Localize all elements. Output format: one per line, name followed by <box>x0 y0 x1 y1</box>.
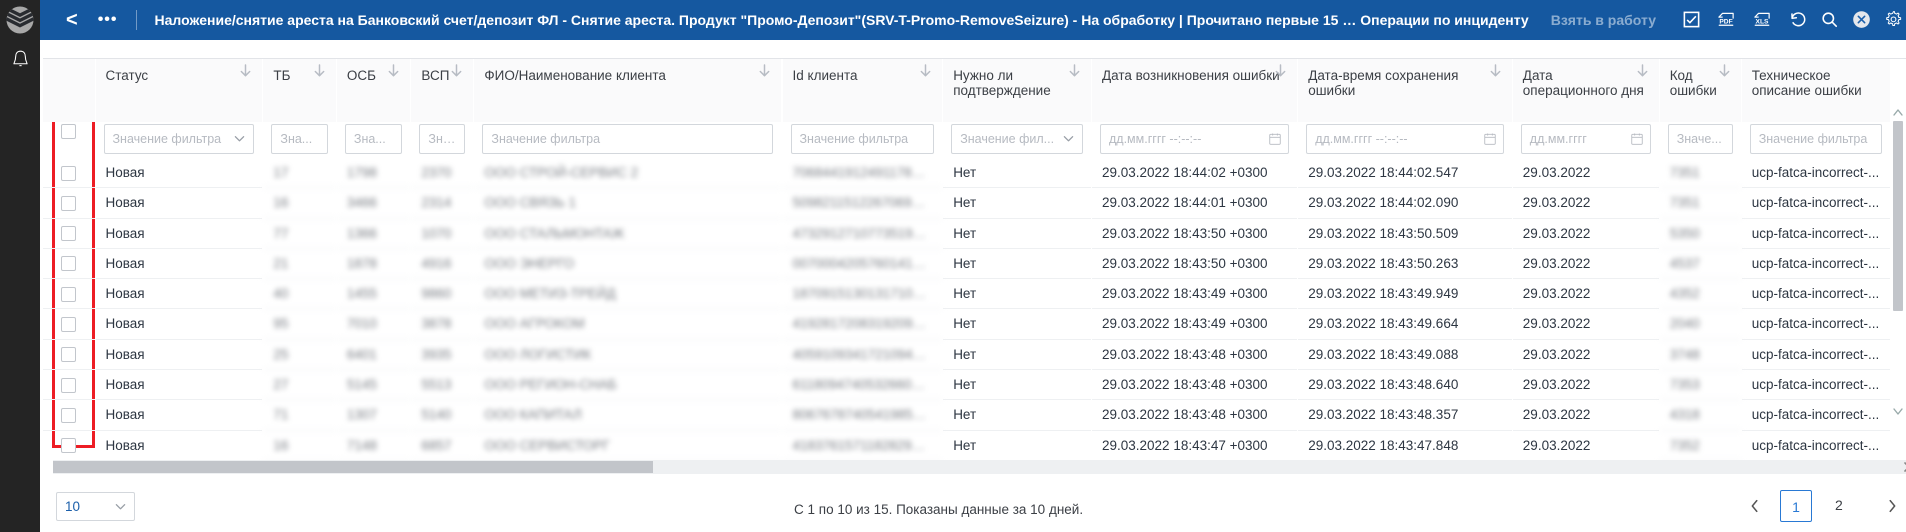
svg-text:PDF: PDF <box>1719 18 1732 25</box>
svg-text:XLS: XLS <box>1756 18 1769 25</box>
